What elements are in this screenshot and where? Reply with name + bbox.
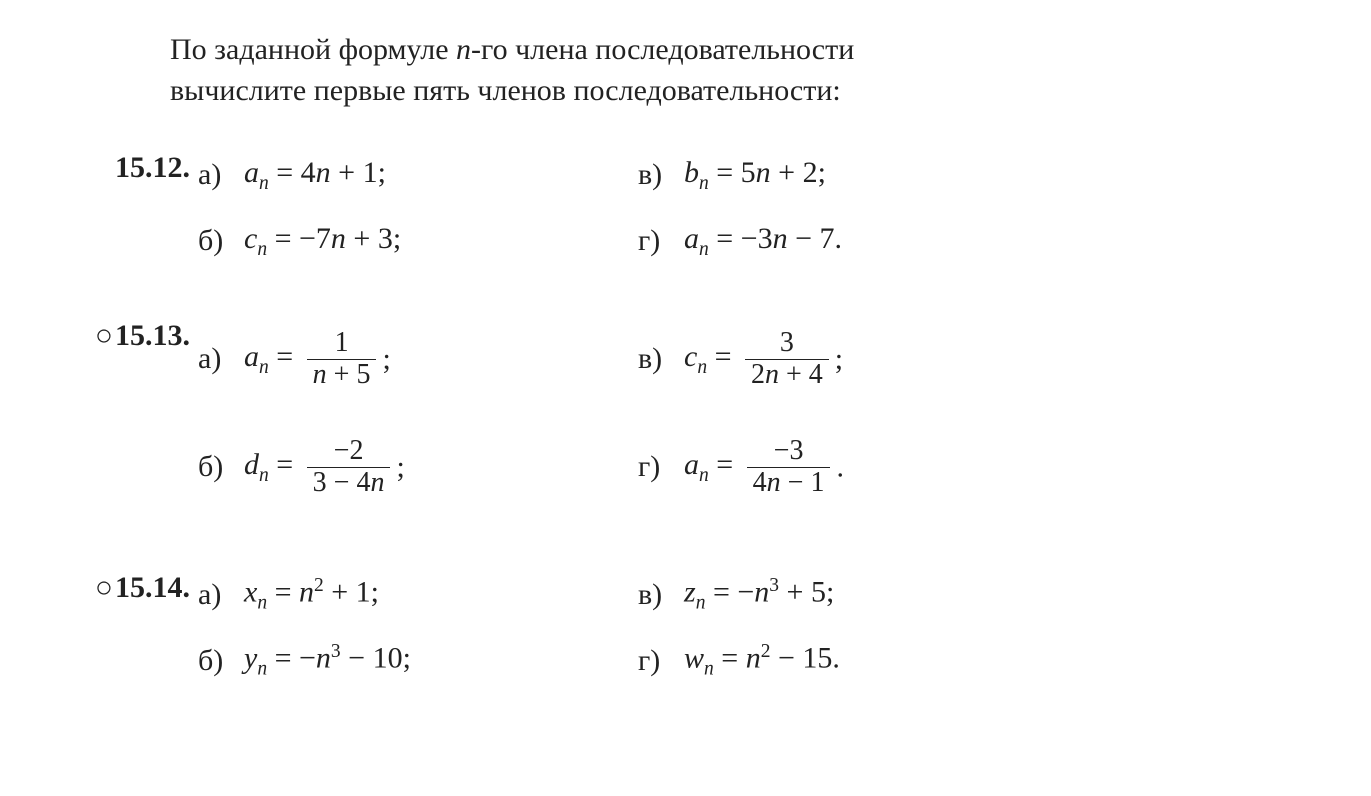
fraction: −2 3 − 4n	[307, 436, 391, 499]
intro-var-n: n	[456, 33, 471, 66]
item-b: б) cn = −7n + 3;	[198, 217, 638, 265]
item-label: г)	[638, 644, 684, 678]
fraction: 1 n + 5	[307, 328, 377, 391]
fraction: −3 4n − 1	[747, 436, 831, 499]
problem-items: а) an = 1 n + 5 ; в) cn = 3	[198, 319, 1331, 535]
item-label: б)	[198, 224, 244, 258]
problem-15-13: ○15.13. а) an = 1 n + 5 ; в) cn =	[40, 319, 1331, 535]
formula: yn = −n3 − 10;	[244, 641, 411, 681]
item-a: а) an = 1 n + 5 ;	[198, 319, 638, 399]
problem-number: 15.12.	[40, 151, 198, 185]
problem-items: а) xn = n2 + 1; в) zn = −n3 + 5; б) y	[198, 571, 1331, 703]
item-b: б) yn = −n3 − 10;	[198, 637, 638, 685]
formula: an = −3 4n − 1 .	[684, 436, 844, 499]
item-v: в) bn = 5n + 2;	[638, 151, 1158, 199]
item-label: в)	[638, 342, 684, 376]
item-g: г) an = −3n − 7.	[638, 217, 1158, 265]
formula: xn = n2 + 1;	[244, 575, 379, 615]
item-label: а)	[198, 158, 244, 192]
item-label: б)	[198, 644, 244, 678]
formula: wn = n2 − 15.	[684, 641, 840, 681]
intro-line2: вычислите первые пять членов последовате…	[170, 74, 841, 107]
item-g: г) an = −3 4n − 1 .	[638, 427, 1158, 507]
problem-number: ○15.14.	[40, 571, 198, 605]
item-label: в)	[638, 158, 684, 192]
item-b: б) dn = −2 3 − 4n ;	[198, 427, 638, 507]
formula: dn = −2 3 − 4n ;	[244, 436, 405, 499]
formula: an = −3n − 7.	[684, 222, 842, 261]
item-v: в) cn = 3 2n + 4 ;	[638, 319, 1158, 399]
problem-number-text: 15.14.	[115, 571, 190, 604]
problem-15-12: 15.12. а) an = 4n + 1; в) bn = 5n + 2;	[40, 151, 1331, 283]
item-a: а) an = 4n + 1;	[198, 151, 638, 199]
formula: bn = 5n + 2;	[684, 156, 826, 195]
formula: cn = −7n + 3;	[244, 222, 401, 261]
item-label: г)	[638, 224, 684, 258]
problem-number: ○15.13.	[40, 319, 198, 353]
problem-number-text: 15.12.	[115, 151, 190, 184]
problem-marker: ○	[95, 319, 113, 352]
item-label: г)	[638, 450, 684, 484]
problem-number-text: 15.13.	[115, 319, 190, 352]
item-label: а)	[198, 578, 244, 612]
item-a: а) xn = n2 + 1;	[198, 571, 638, 619]
item-g: г) wn = n2 − 15.	[638, 637, 1158, 685]
problem-15-14: ○15.14. а) xn = n2 + 1; в) zn = −n3 + 5;	[40, 571, 1331, 703]
intro-line1-post: -го члена последовательности	[471, 33, 854, 66]
formula: zn = −n3 + 5;	[684, 575, 834, 615]
page: По заданной формуле n-го члена последова…	[0, 0, 1371, 796]
formula: an = 4n + 1;	[244, 156, 386, 195]
item-label: в)	[638, 578, 684, 612]
instruction-text: По заданной формуле n-го члена последова…	[170, 30, 1330, 111]
problem-marker: ○	[95, 571, 113, 604]
intro-line1-pre: По заданной формуле	[170, 33, 456, 66]
formula: an = 1 n + 5 ;	[244, 328, 391, 391]
formula: cn = 3 2n + 4 ;	[684, 328, 843, 391]
fraction: 3 2n + 4	[745, 328, 829, 391]
item-v: в) zn = −n3 + 5;	[638, 571, 1158, 619]
item-label: а)	[198, 342, 244, 376]
item-label: б)	[198, 450, 244, 484]
problem-items: а) an = 4n + 1; в) bn = 5n + 2; б) cn	[198, 151, 1331, 283]
